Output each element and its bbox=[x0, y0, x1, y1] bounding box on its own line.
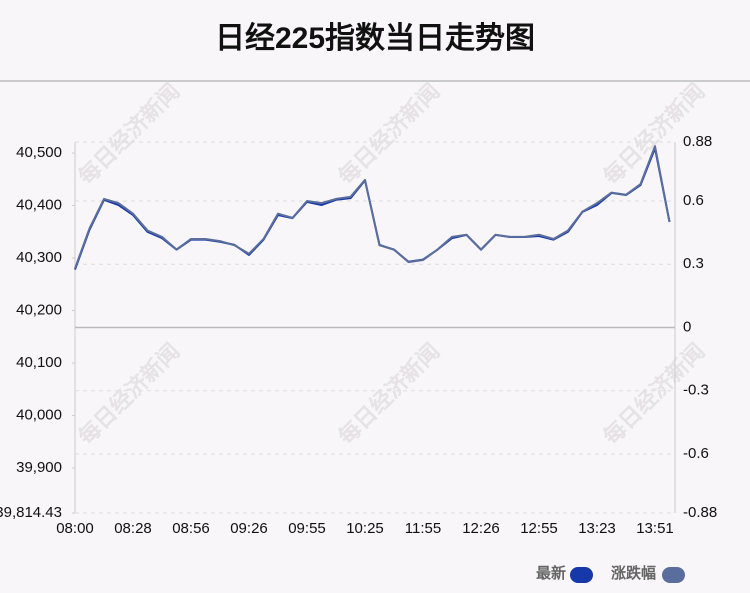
price-line bbox=[74, 145, 671, 269]
y2-tick-label: -0.88 bbox=[683, 504, 717, 521]
x-tick-label: 09:26 bbox=[230, 520, 268, 537]
legend-swatch bbox=[570, 567, 593, 583]
y-tick-label: 40,400 bbox=[16, 197, 62, 214]
x-tick-label: 09:55 bbox=[288, 520, 326, 537]
y-tick-label: 40,000 bbox=[16, 407, 62, 424]
legend-label: 最新 bbox=[536, 564, 566, 582]
chart-title: 日经225指数当日走势图 bbox=[215, 21, 535, 55]
x-tick-label: 12:26 bbox=[462, 520, 500, 537]
x-tick-label: 08:28 bbox=[114, 520, 152, 537]
y2-tick-label: 0.3 bbox=[683, 255, 704, 272]
watermark: 每日经济新闻 bbox=[73, 338, 185, 450]
legend-label: 涨跌幅 bbox=[611, 564, 656, 582]
y2-tick-label: 0 bbox=[683, 318, 691, 335]
x-tick-label: 11:55 bbox=[405, 520, 441, 537]
y-tick-label: 40,200 bbox=[16, 302, 62, 319]
watermark: 每日经济新闻 bbox=[333, 338, 445, 450]
y-tick-label: 39,814.43 bbox=[0, 504, 62, 521]
y-tick-label: 40,100 bbox=[16, 354, 62, 371]
x-tick-label: 12:55 bbox=[520, 520, 558, 537]
legend-swatch bbox=[662, 567, 685, 583]
y-tick-label: 40,300 bbox=[16, 249, 62, 266]
y-tick-label: 39,900 bbox=[16, 459, 62, 476]
watermark: 每日经济新闻 bbox=[333, 78, 445, 190]
x-tick-label: 08:00 bbox=[56, 520, 94, 537]
x-tick-label: 10:25 bbox=[346, 520, 384, 537]
y2-tick-label: 0.88 bbox=[683, 133, 712, 150]
x-tick-label: 13:51 bbox=[636, 520, 674, 537]
y2-tick-label: -0.6 bbox=[683, 445, 709, 462]
x-tick-label: 08:56 bbox=[172, 520, 210, 537]
y2-tick-label: 0.6 bbox=[683, 192, 704, 209]
watermark: 每日经济新闻 bbox=[73, 78, 185, 190]
y2-tick-label: -0.3 bbox=[683, 382, 709, 399]
y-tick-label: 40,500 bbox=[16, 144, 62, 161]
x-tick-label: 13:23 bbox=[578, 520, 616, 537]
